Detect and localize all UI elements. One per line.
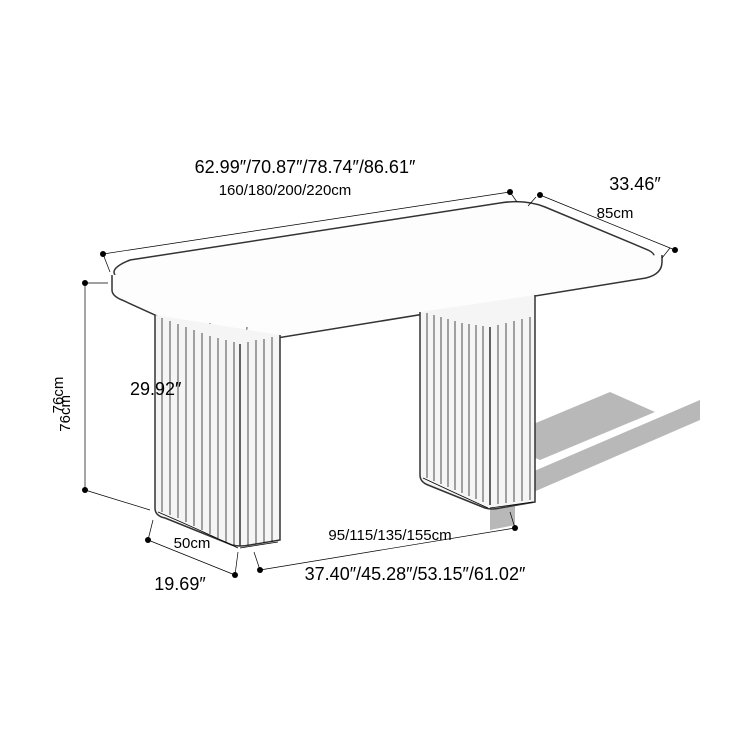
left-leg — [155, 315, 280, 548]
width-inches: 33.46″ — [609, 174, 661, 194]
height-inches: 29.92″ — [130, 379, 182, 399]
leg-depth-inches: 19.69″ — [154, 574, 206, 594]
dim-leg-span: 95/115/135/155cm 37.40″/45.28″/53.15″/61… — [254, 512, 526, 584]
dimension-diagram: 62.99″/70.87″/78.74″/86.61″ 160/180/200/… — [0, 0, 750, 750]
width-cm: 85cm — [597, 205, 634, 222]
length-inches: 62.99″/70.87″/78.74″/86.61″ — [195, 157, 416, 177]
height-cm-2: 76cm — [50, 377, 67, 414]
length-cm: 160/180/200/220cm — [219, 182, 352, 199]
leg-span-cm: 95/115/135/155cm — [328, 527, 451, 544]
leg-span-inches: 37.40″/45.28″/53.15″/61.02″ — [305, 564, 526, 584]
leg-depth-cm: 50cm — [174, 535, 211, 552]
right-leg — [420, 295, 535, 509]
